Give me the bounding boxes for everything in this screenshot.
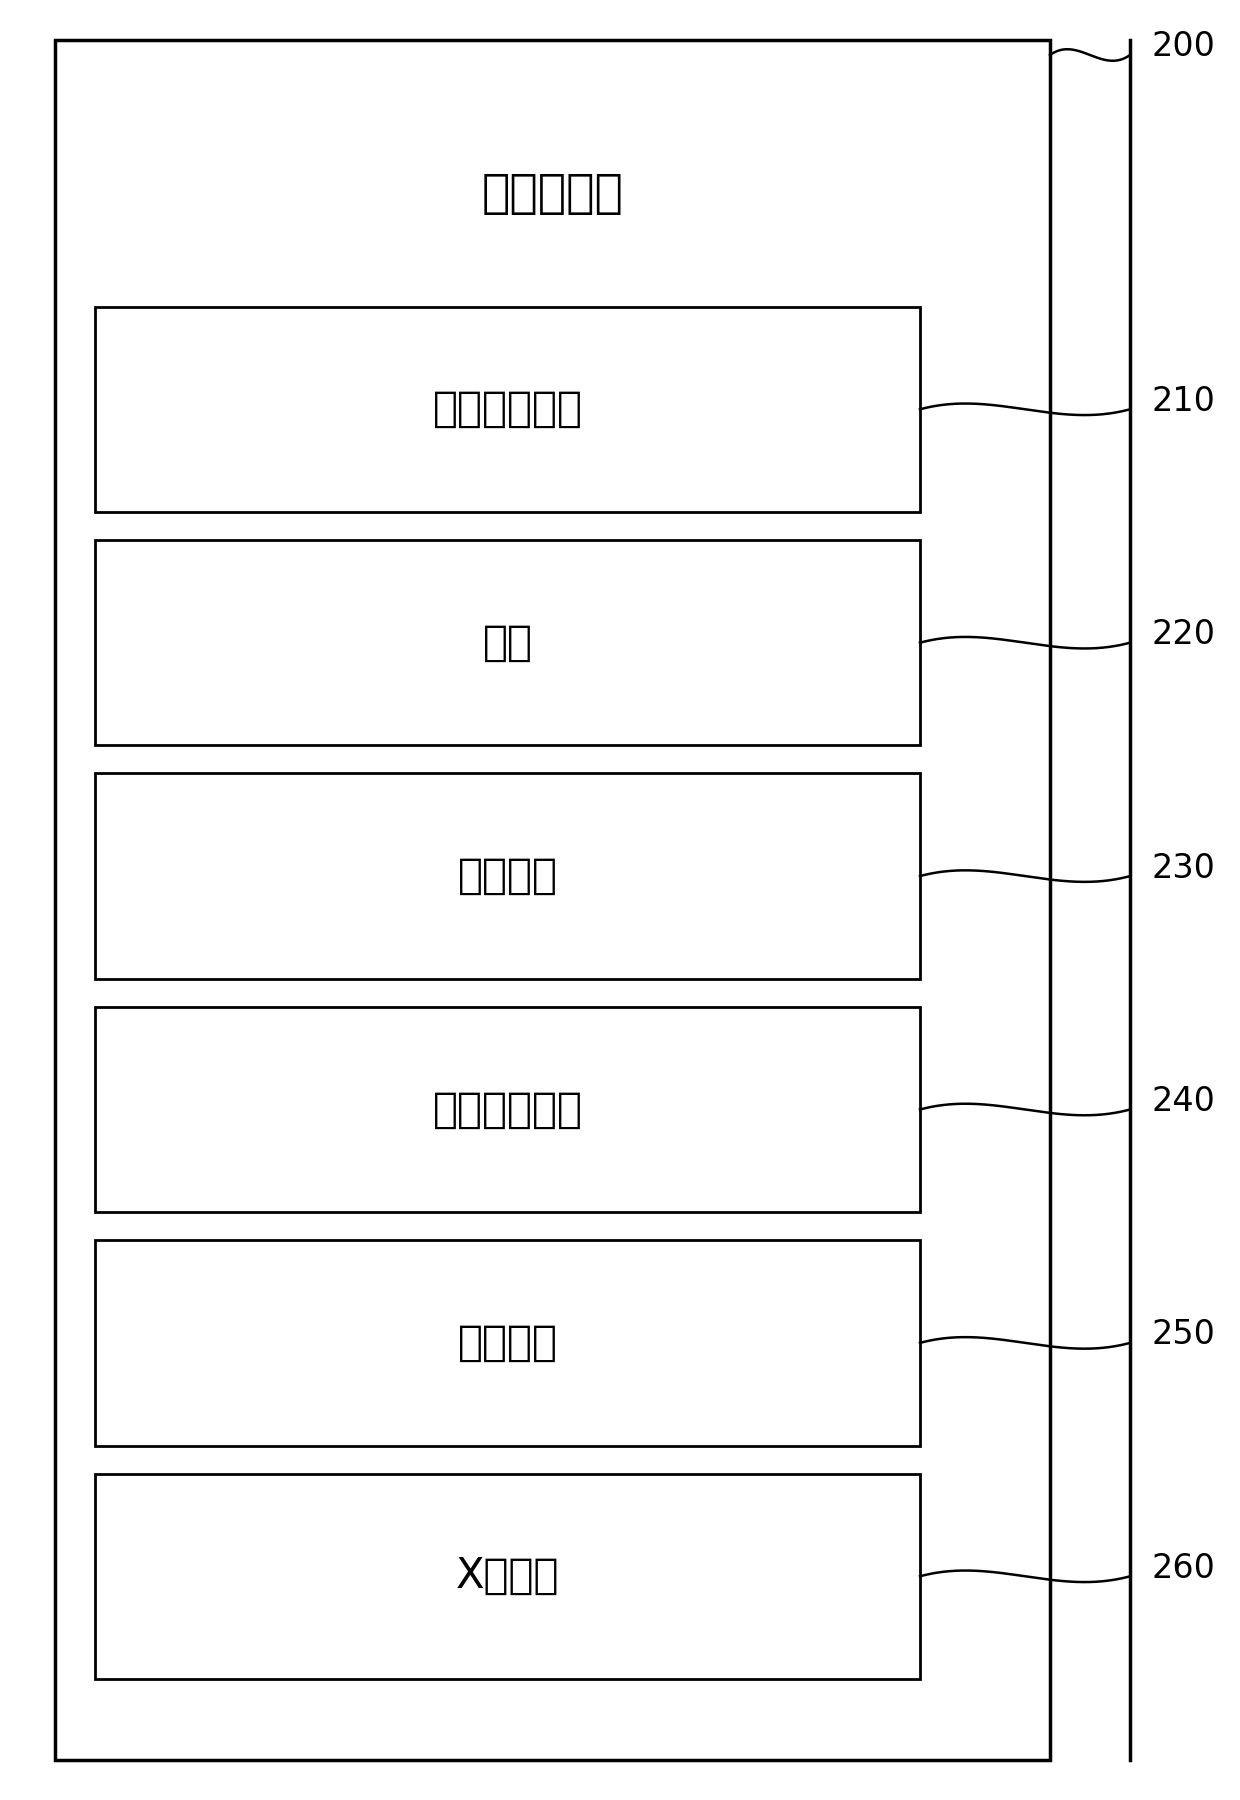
Text: 注塑喷头: 注塑喷头 [458,1321,558,1364]
Bar [95,1474,920,1679]
Text: X光组件: X光组件 [456,1555,559,1597]
Text: 控制处理模块: 控制处理模块 [433,389,583,430]
Text: 230: 230 [1152,851,1216,884]
Bar [55,40,1050,1760]
Bar [95,1240,920,1445]
Text: 240: 240 [1152,1085,1216,1118]
Text: 260: 260 [1152,1552,1216,1584]
Text: 数控注塑机: 数控注塑机 [481,173,624,218]
Bar [95,1006,920,1211]
Text: 200: 200 [1152,31,1216,63]
Text: 驱动电机: 驱动电机 [458,855,558,896]
Bar [95,774,920,979]
Text: 220: 220 [1152,617,1216,652]
Text: 图像采集设备: 图像采集设备 [433,1089,583,1130]
Bar [95,540,920,745]
Text: 250: 250 [1152,1318,1216,1352]
Text: 模具: 模具 [482,621,532,664]
Text: 210: 210 [1152,385,1216,418]
Bar [95,306,920,511]
